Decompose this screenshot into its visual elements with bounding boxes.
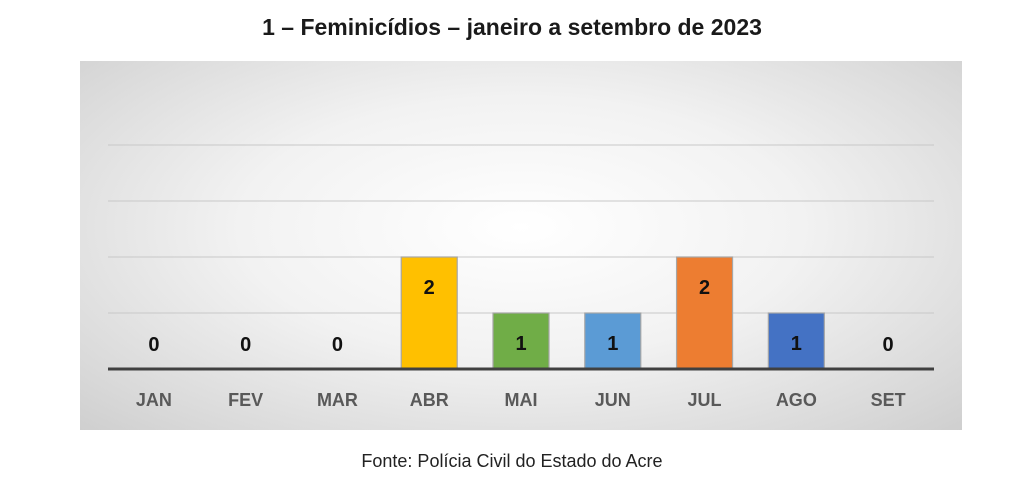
bar-mai <box>492 312 550 370</box>
data-label-ago: 1 <box>791 333 802 355</box>
source-note: Fonte: Polícia Civil do Estado do Acre <box>361 451 663 471</box>
tick-label-jan: JAN <box>136 390 172 410</box>
bar-jul <box>675 256 734 370</box>
bar-abr <box>400 256 458 370</box>
data-label-fev: 0 <box>240 334 251 356</box>
data-label-jun: 1 <box>607 333 618 355</box>
tick-label-abr: ABR <box>410 390 449 410</box>
data-label-set: 0 <box>883 334 894 356</box>
tick-label-jun: JUN <box>595 390 631 410</box>
tick-label-jul: JUL <box>688 390 722 410</box>
plot-area: 0 JAN 0 FEV 0 MAR 2 ABR 1 MAI 1 JUN 2 JUL 1 AGO 0 SET <box>80 61 962 430</box>
tick-label-fev: FEV <box>228 390 263 410</box>
data-label-jan: 0 <box>148 334 159 356</box>
data-label-mar: 0 <box>332 334 343 356</box>
tick-label-ago: AGO <box>776 390 817 410</box>
data-label-mai: 1 <box>515 333 526 355</box>
tick-label-mar: MAR <box>317 390 358 410</box>
tick-label-mai: MAI <box>505 390 538 410</box>
data-label-abr: 2 <box>424 277 435 299</box>
bar-chart: 0 JAN 0 FEV 0 MAR 2 ABR 1 MAI 1 JUN 2 JUL 1 AGO 0 SET <box>108 144 934 410</box>
chart-title: 1 – Feminicídios – janeiro a setembro de… <box>262 14 762 40</box>
data-label-jul: 2 <box>699 277 710 299</box>
tick-label-set: SET <box>871 390 906 410</box>
bar-ago <box>767 312 825 370</box>
